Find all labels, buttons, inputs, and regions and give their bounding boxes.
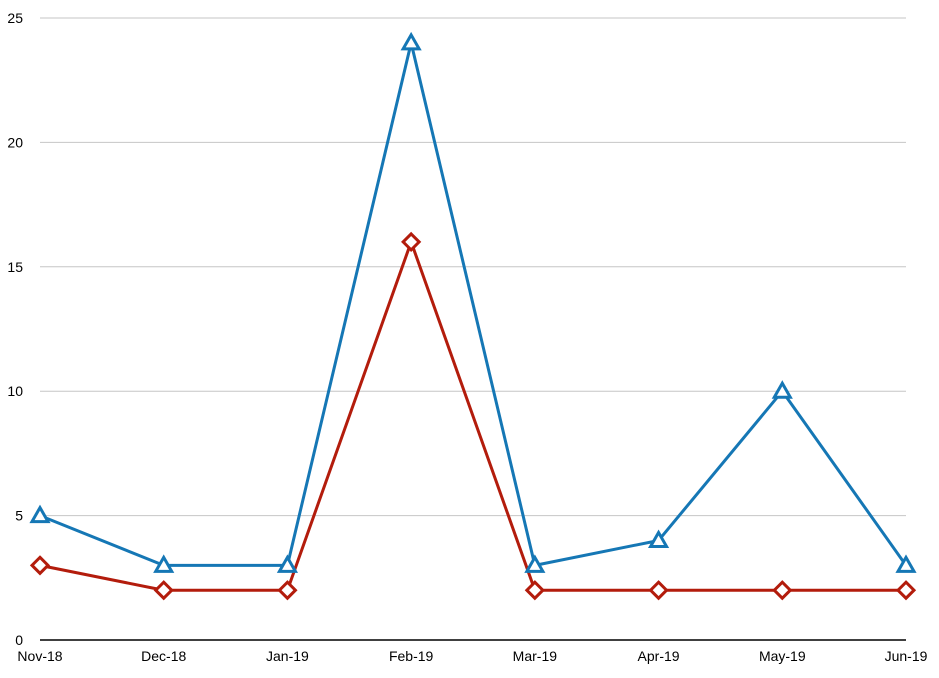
triangle-point	[771, 380, 793, 399]
triangle-point	[647, 529, 670, 548]
y-tick-label: 25	[7, 10, 23, 26]
y-tick-label: 20	[7, 134, 23, 150]
diamond-point	[401, 231, 422, 253]
y-tick-label: 5	[15, 508, 23, 524]
x-tick-label: Nov-18	[17, 648, 62, 664]
x-axis-tick-labels: Nov-18 Dec-18 Jan-19 Feb-19 Mar-19 Apr-19 May-…	[17, 648, 927, 664]
diamond-point	[524, 580, 545, 601]
triangle-point	[29, 504, 51, 524]
triangle-point	[400, 31, 422, 51]
x-tick-label: Dec-18	[141, 648, 186, 664]
series-lines	[39, 41, 908, 592]
triangle-point	[524, 554, 546, 573]
triangle-point	[895, 554, 917, 573]
series-line-diamond	[39, 240, 906, 592]
x-tick-label: Jan-19	[266, 648, 309, 664]
diamond-point	[895, 580, 917, 601]
y-tick-label: 10	[7, 383, 23, 399]
gridlines	[40, 17, 906, 517]
y-tick-label: 15	[7, 259, 23, 275]
diamond-point	[153, 580, 174, 601]
x-tick-label: Apr-19	[638, 648, 680, 664]
x-tick-label: May-19	[759, 648, 806, 664]
triangle-point	[153, 554, 175, 573]
series-line-triangle	[39, 41, 908, 567]
triangle-point	[276, 554, 299, 573]
x-tick-label: Jun-19	[885, 648, 928, 664]
diamond-point	[648, 580, 669, 601]
x-tick-label: Mar-19	[513, 648, 558, 664]
y-axis-tick-labels: 0 5 10 15 20 25	[7, 10, 23, 648]
diamond-point	[29, 555, 51, 576]
series-markers	[29, 31, 917, 601]
x-tick-label: Feb-19	[389, 648, 434, 664]
y-tick-label: 0	[15, 632, 23, 648]
diamond-point	[277, 580, 298, 601]
diamond-point	[772, 580, 793, 601]
